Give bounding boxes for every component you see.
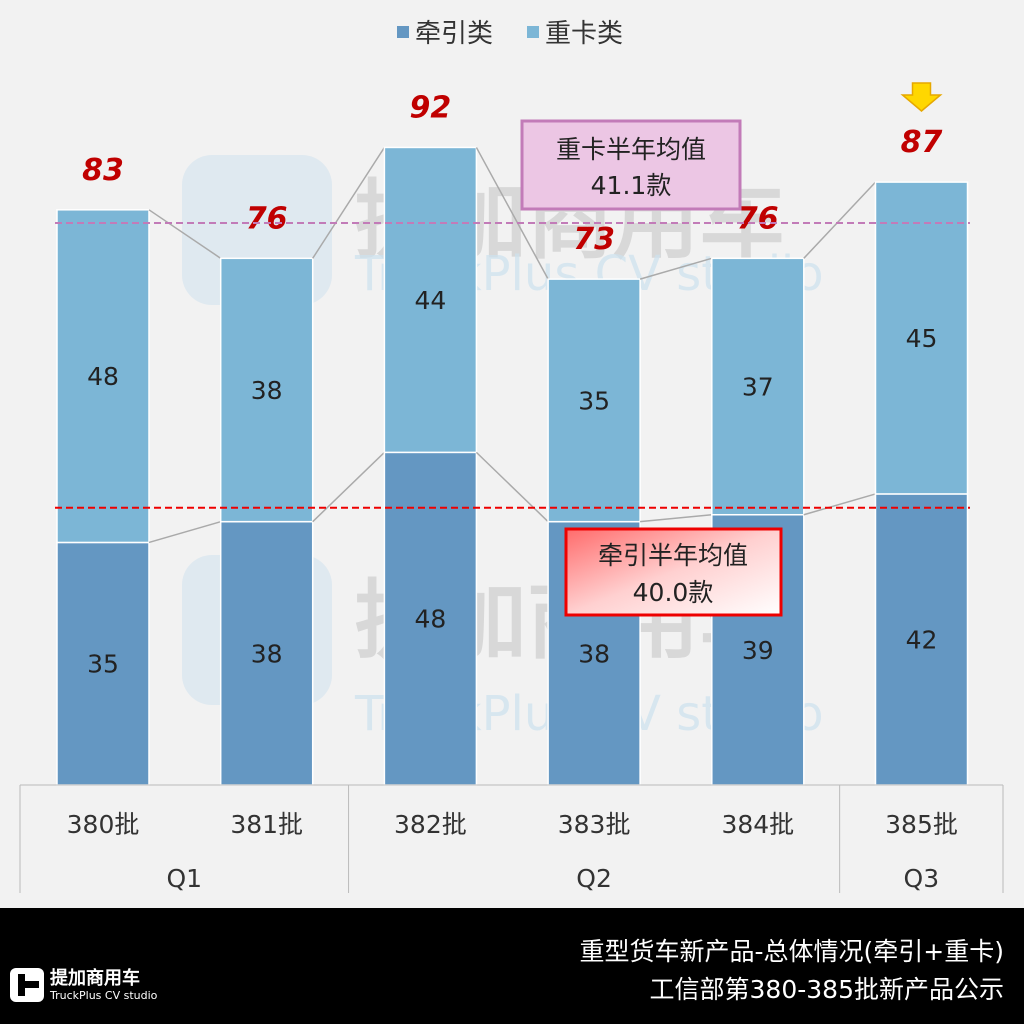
series-connector [475, 451, 549, 523]
heavy-truck-average-value: 41.1款 [591, 171, 672, 200]
tractor-average-title: 牵引半年均值 [598, 541, 748, 570]
data-label: 37 [742, 373, 774, 402]
total-label: 87 [901, 125, 943, 160]
truckplus-logo-icon [10, 968, 44, 1002]
truckplus-logo: 提加商用车 TruckPlus CV studio [10, 968, 157, 1002]
bar-重卡类-383批 [547, 278, 641, 523]
bar-重卡类-381批 [219, 257, 314, 523]
heavy-truck-average-title: 重卡半年均值 [556, 135, 706, 164]
total-label: 76 [737, 201, 779, 236]
bar-牵引类-385批 [874, 493, 969, 786]
category-label: 383批 [558, 810, 631, 839]
down-arrow-icon [900, 82, 943, 112]
category-label: 381批 [230, 810, 303, 839]
series-connector [312, 147, 386, 259]
data-label: 38 [251, 376, 283, 405]
total-label: 73 [573, 222, 615, 257]
series-connector [803, 181, 877, 259]
tractor-average-value: 40.0款 [633, 578, 714, 607]
series-connector [475, 147, 549, 280]
category-label: 380批 [67, 810, 140, 839]
series-connector [803, 493, 876, 516]
data-label: 48 [87, 362, 119, 391]
data-label: 38 [251, 639, 283, 668]
tractor-average-box [564, 527, 783, 617]
bar-重卡类-382批 [383, 146, 478, 454]
data-label: 45 [906, 324, 938, 353]
data-label: 42 [906, 625, 938, 654]
legend-swatch-1 [397, 26, 409, 38]
bar-重卡类-384批 [711, 257, 805, 516]
category-label: 384批 [721, 810, 794, 839]
legend-label-2: 重卡类 [545, 19, 623, 49]
bar-牵引类-380批 [56, 541, 150, 786]
total-label: 92 [410, 90, 452, 125]
logo-cn: 提加商用车 [50, 967, 140, 989]
quarter-label: Q2 [576, 864, 612, 893]
footer-title: 重型货车新产品-总体情况(牵引+重卡) [579, 937, 1004, 966]
data-label: 35 [578, 386, 610, 415]
footer-subtitle: 工信部第380-385批新产品公示 [649, 975, 1004, 1004]
data-label: 38 [578, 639, 610, 668]
series-connector [640, 513, 712, 523]
legend-swatch-2 [527, 26, 539, 38]
series-connector [639, 257, 713, 280]
total-label: 76 [246, 201, 288, 236]
data-label: 44 [414, 286, 446, 315]
data-label: 48 [414, 605, 446, 634]
data-label: 39 [742, 636, 774, 665]
bar-重卡类-380批 [56, 209, 150, 544]
data-label: 35 [87, 650, 119, 679]
series-connector [148, 209, 222, 259]
legend-label-1: 牵引类 [415, 19, 493, 49]
quarter-label: Q1 [166, 864, 202, 893]
bar-重卡类-385批 [874, 181, 969, 495]
footer: 提加商用车 TruckPlus CV studio 重型货车新产品-总体情况(牵… [0, 908, 1024, 1024]
heavy-truck-average-box [520, 119, 742, 211]
series-connector [148, 520, 221, 544]
series-connector [312, 451, 385, 523]
category-label: 382批 [394, 810, 467, 839]
total-label: 83 [82, 153, 124, 188]
quarter-label: Q3 [904, 864, 940, 893]
category-label: 385批 [885, 810, 958, 839]
logo-en: TruckPlus CV studio [50, 988, 158, 1002]
